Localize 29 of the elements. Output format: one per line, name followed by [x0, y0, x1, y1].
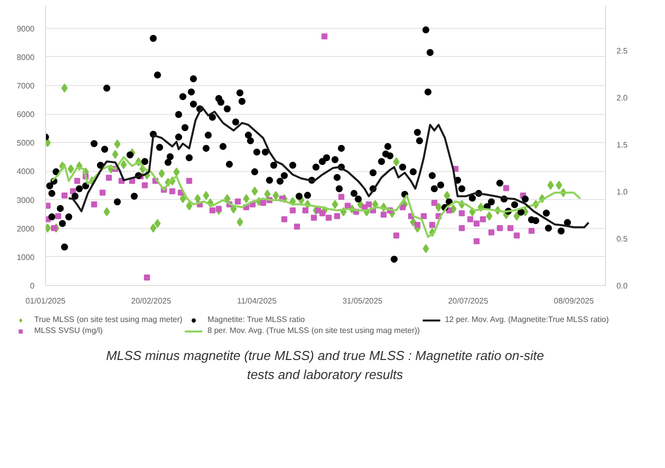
y-tick-label: 6000	[16, 110, 36, 120]
legend-label: Magnetite: True MLSS ratio	[207, 315, 305, 324]
y2-tick-label: 1.5	[616, 140, 628, 150]
x-tick-label: 01/01/2025	[25, 296, 66, 306]
legend-label: 12 per. Mov. Avg. (Magnetite:True MLSS ratio)	[444, 315, 609, 324]
text: MLSS minus magnetite (true MLSS) and true MLSS : Magnetite ratio on-site tests and laboratory results	[106, 347, 544, 384]
x-tick-label: 20/02/2025	[131, 296, 172, 306]
line-series	[50, 156, 582, 238]
y-tick-label: 9000	[16, 24, 36, 34]
legend-label: MLSS SVSU (mg/l)	[34, 326, 103, 335]
x-tick-label: 11/04/2025	[237, 296, 278, 306]
y-tick-label: 4000	[16, 167, 36, 176]
x-tick-label: 08/09/2025	[554, 296, 594, 306]
x-tick-label: 31/05/2025	[342, 296, 384, 306]
y-tick-label: 1000	[16, 252, 36, 262]
y-tick-label: 5000	[16, 138, 36, 148]
x-tick-label: 20/07/2025	[448, 296, 489, 306]
y2-tick-label: 2.5	[616, 46, 628, 56]
y-tick-label: 3000	[16, 196, 36, 205]
y2-tick-label: 2.0	[616, 94, 628, 103]
y2-tick-label: 1.0	[616, 188, 628, 197]
y-tick-label: 0	[30, 282, 36, 290]
y-tick-label: 7000	[16, 82, 36, 90]
y2-tick-label: 0.5	[616, 234, 628, 244]
y2-tick-label: 0.0	[616, 282, 628, 290]
y-tick-label: 8000	[16, 52, 36, 62]
legend-label: True MLSS (on site test using mag meter)	[34, 315, 182, 324]
legend-label: 8 per. Mov. Avg. (True MLSS (on site test using mag meter))	[207, 326, 420, 335]
y-tick-label: 2000	[16, 224, 36, 234]
